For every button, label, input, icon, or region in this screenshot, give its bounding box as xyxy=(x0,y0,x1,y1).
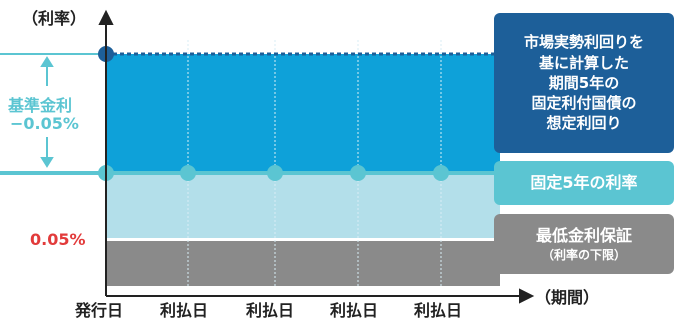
x-tick-issue-date: 発行日 xyxy=(75,301,124,320)
market-yield-box: 市場実勢利回りを 基に計算した 期間5年の 固定利付国債の 想定利回り xyxy=(494,13,674,153)
payment-date-gridlines xyxy=(187,40,442,286)
market-rate-band xyxy=(106,54,500,173)
fixed-rate-box-label: 固定5年の利率 xyxy=(530,173,638,193)
market-yield-line-5: 想定利回り xyxy=(546,114,622,133)
fixed-rate-dots xyxy=(98,165,449,181)
x-tick-payment-date-3: 利払日 xyxy=(330,301,379,320)
floor-guarantee-sublabel: （利率の下限） xyxy=(541,247,626,262)
floor-guarantee-label: 最低金利保証 xyxy=(535,226,632,246)
floor-rate-band xyxy=(106,241,500,286)
market-yield-line-1: 市場実勢利回りを xyxy=(523,33,644,52)
spread-label-line2: −0.05% xyxy=(10,114,79,133)
floor-rate-label: 0.05% xyxy=(30,230,86,249)
fixed-rate-box: 固定5年の利率 xyxy=(494,161,674,205)
market-yield-line-2: 基に計算した xyxy=(538,53,629,72)
axes xyxy=(98,9,535,304)
spread-label-line1: 基準金利 xyxy=(8,96,73,115)
x-axis-label: （期間） xyxy=(535,288,600,307)
x-tick-payment-date-1: 利払日 xyxy=(160,301,209,320)
y-axis-label: （利率） xyxy=(22,9,87,28)
x-tick-payment-date-4: 利払日 xyxy=(414,301,463,320)
floor-guarantee-box: 最低金利保証 （利率の下限） xyxy=(494,214,674,274)
fixed-rate-band xyxy=(106,173,500,238)
market-yield-line-3: 期間5年の xyxy=(548,73,620,92)
spread-arrow xyxy=(40,56,54,168)
market-yield-line-4: 固定利付国債の xyxy=(531,94,637,113)
x-tick-payment-date-2: 利払日 xyxy=(246,301,295,320)
